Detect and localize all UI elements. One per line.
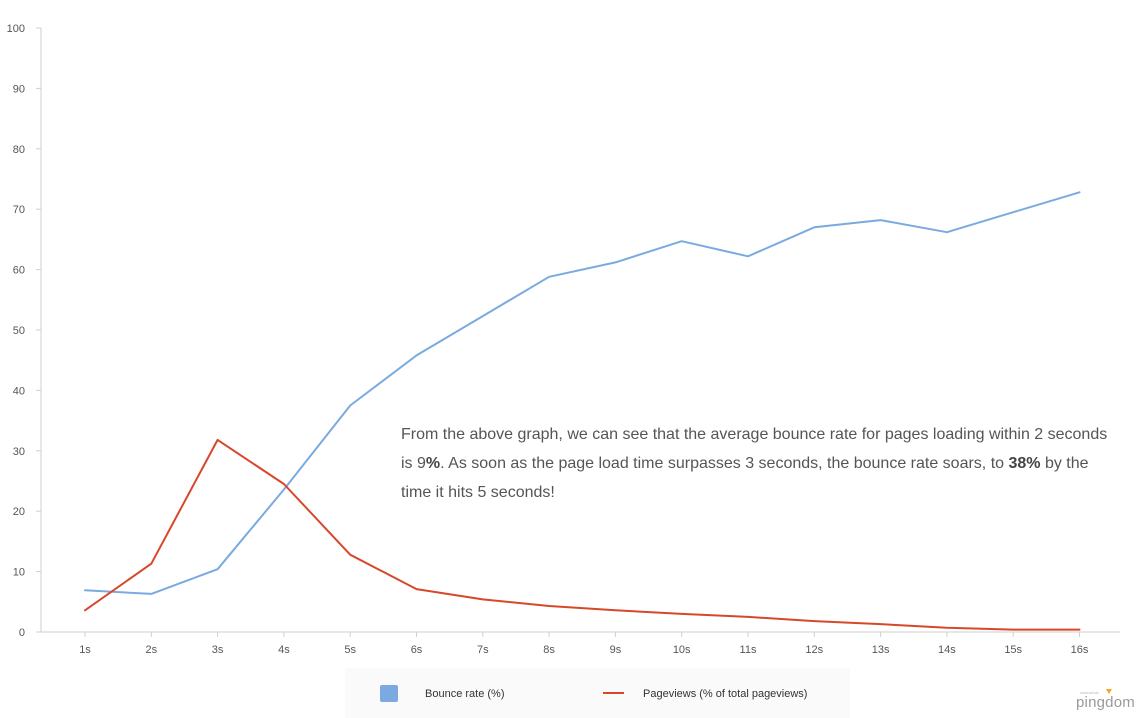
series-line-bounce-rate: [84, 191, 1081, 595]
x-tick-label: 6s: [411, 644, 423, 656]
x-tick-label: 15s: [1004, 644, 1022, 656]
y-tick-label: 90: [13, 83, 25, 95]
x-tick-label: 8s: [543, 644, 555, 656]
y-tick-label: 40: [13, 385, 25, 397]
y-tick-label: 60: [13, 265, 25, 277]
series-line-pageviews: [84, 438, 1081, 631]
x-tick-label: 5s: [344, 644, 356, 656]
annotation-bold-2: 38%: [1008, 455, 1041, 472]
x-tick-label: 14s: [938, 644, 956, 656]
annotation-text-3: by the time it hits 5 seconds!: [401, 455, 1089, 501]
x-tick-label: 13s: [872, 644, 890, 656]
annotation-bold-1: %: [425, 455, 441, 472]
y-tick-label: 0: [19, 627, 25, 639]
legend-swatch-bounce-rate: [380, 685, 398, 702]
pingdom-logo-mark-icon: [1106, 689, 1112, 694]
x-tick-label: 12s: [805, 644, 823, 656]
y-tick-label: 50: [13, 325, 25, 337]
y-tick-label: 70: [13, 204, 25, 216]
x-tick-label: 9s: [610, 644, 622, 656]
x-tick-label: 16s: [1071, 644, 1089, 656]
x-tick-label: 10s: [673, 644, 691, 656]
y-tick-label: 30: [13, 446, 25, 458]
legend-background: [345, 668, 850, 718]
annotation-text-2: . As soon as the page load time surpasse…: [440, 455, 1009, 472]
chart-annotation: From the above graph, we can see that th…: [401, 420, 1113, 507]
x-tick-label: 2s: [145, 644, 157, 656]
legend-label: Pageviews (% of total pageviews): [643, 688, 807, 700]
x-tick-label: 4s: [278, 644, 290, 656]
brand-tagline: solarwinds: [1080, 690, 1099, 695]
x-tick-label: 1s: [79, 644, 91, 656]
x-tick-label: 7s: [477, 644, 489, 656]
y-tick-label: 100: [7, 23, 25, 35]
y-tick-label: 80: [13, 144, 25, 156]
y-tick-label: 20: [13, 506, 25, 518]
pingdom-logo: pingdom: [1076, 694, 1135, 711]
y-tick-label: 10: [13, 567, 25, 579]
x-tick-label: 3s: [212, 644, 224, 656]
legend-label: Bounce rate (%): [425, 688, 504, 700]
x-tick-label: 11s: [740, 644, 757, 656]
annotation-text-1: From the above graph, we can see that th…: [401, 426, 1108, 472]
